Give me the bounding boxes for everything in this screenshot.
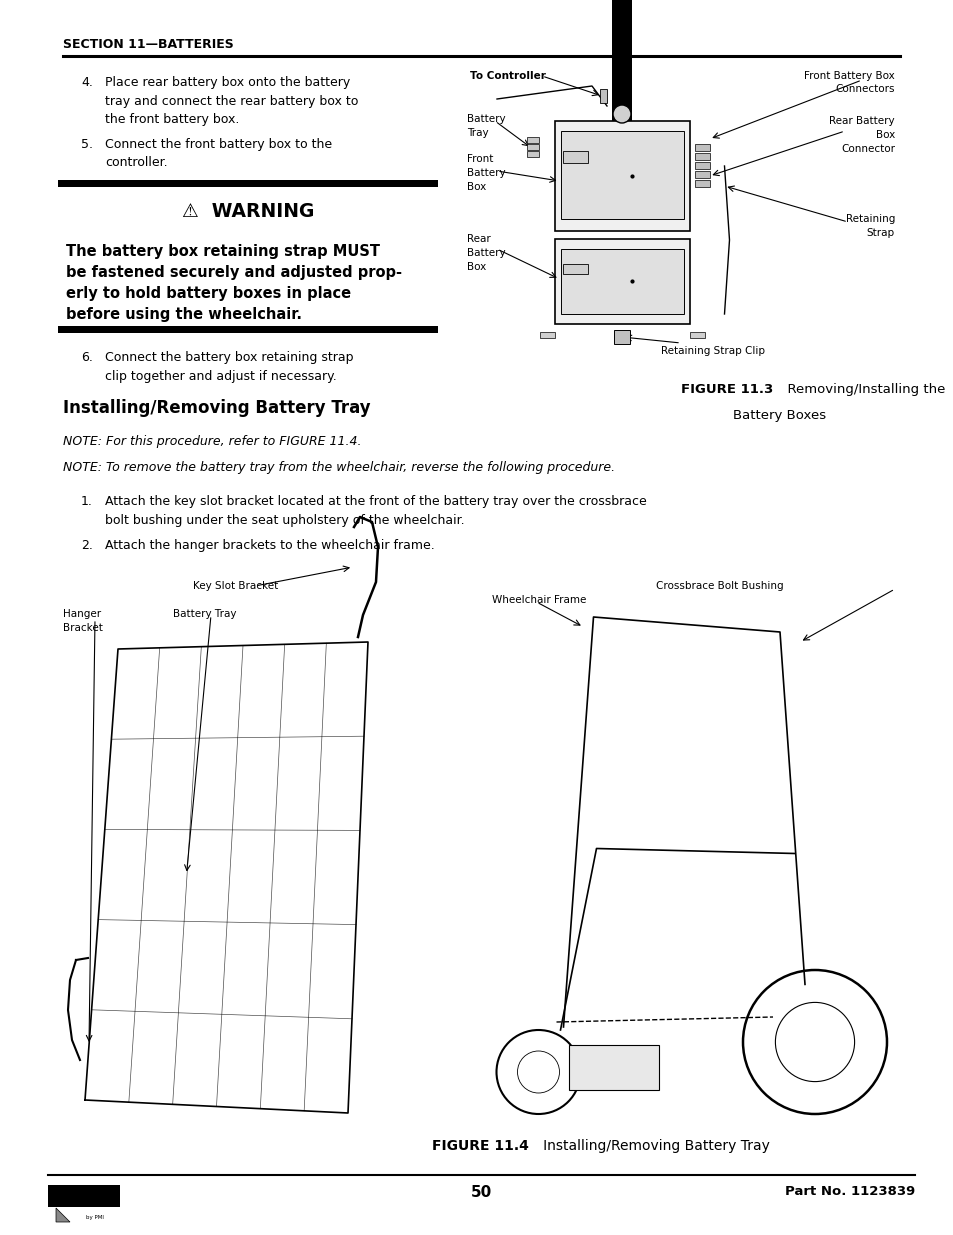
Text: Battery: Battery: [467, 248, 505, 258]
Text: Battery Tray: Battery Tray: [172, 609, 236, 619]
Text: Battery: Battery: [467, 114, 505, 124]
Text: 2.: 2.: [81, 538, 92, 552]
Text: Battery Boxes: Battery Boxes: [732, 409, 825, 422]
Bar: [694, 153, 709, 161]
Bar: [58, 180, 437, 186]
Text: Tray: Tray: [467, 128, 488, 138]
Text: Rear: Rear: [467, 233, 490, 245]
Bar: [554, 121, 689, 231]
Bar: [539, 332, 554, 338]
Text: 50: 50: [471, 1186, 492, 1200]
Text: Retaining: Retaining: [844, 214, 894, 224]
Text: Connectors: Connectors: [835, 84, 894, 94]
Circle shape: [613, 105, 630, 124]
Text: Strap: Strap: [866, 228, 894, 238]
Bar: [694, 170, 709, 178]
Bar: [526, 151, 537, 157]
Text: Place rear battery box onto the battery
tray and connect the rear battery box to: Place rear battery box onto the battery …: [105, 77, 358, 126]
Text: Box: Box: [875, 130, 894, 140]
Bar: [689, 332, 703, 338]
Bar: [560, 249, 682, 314]
Text: FIGURE 11.4: FIGURE 11.4: [431, 1139, 528, 1153]
Bar: [599, 89, 606, 103]
Text: Connect the front battery box to the
controller.: Connect the front battery box to the con…: [105, 138, 332, 169]
Text: Attach the hanger brackets to the wheelchair frame.: Attach the hanger brackets to the wheelc…: [105, 538, 435, 552]
Text: 6.: 6.: [81, 351, 92, 364]
Text: FIGURE 11.3: FIGURE 11.3: [680, 383, 773, 396]
Text: Hanger: Hanger: [63, 609, 101, 619]
Text: 5.: 5.: [81, 138, 92, 151]
Text: by PMI: by PMI: [86, 1215, 104, 1220]
Text: NOTE: For this procedure, refer to FIGURE 11.4.: NOTE: For this procedure, refer to FIGUR…: [63, 435, 361, 448]
Text: Retaining Strap Clip: Retaining Strap Clip: [660, 346, 764, 356]
Bar: [694, 162, 709, 169]
Bar: [694, 144, 709, 151]
Text: Removing/Installing the: Removing/Installing the: [779, 383, 944, 396]
Text: NOTE: To remove the battery tray from the wheelchair, reverse the following proc: NOTE: To remove the battery tray from th…: [63, 461, 615, 474]
Text: Attach the key slot bracket located at the front of the battery tray over the cr: Attach the key slot bracket located at t…: [105, 495, 646, 526]
Text: Box: Box: [467, 182, 486, 191]
Text: To Controller: To Controller: [470, 70, 545, 82]
Text: Installing/Removing Battery Tray: Installing/Removing Battery Tray: [529, 1139, 768, 1153]
Text: ⚠  WARNING: ⚠ WARNING: [182, 203, 314, 221]
Text: 1.: 1.: [81, 495, 92, 508]
Bar: [560, 131, 682, 219]
Bar: [694, 180, 709, 186]
Bar: [562, 151, 587, 163]
Text: Key Slot Bracket: Key Slot Bracket: [193, 580, 278, 592]
Bar: [614, 330, 629, 345]
Bar: [568, 1045, 658, 1091]
Bar: [562, 264, 587, 274]
Text: Bracket: Bracket: [63, 622, 103, 634]
Text: Part No. 1123839: Part No. 1123839: [784, 1186, 914, 1198]
Text: The battery box retaining strap MUST
be fastened securely and adjusted prop-
erl: The battery box retaining strap MUST be …: [66, 245, 401, 322]
Text: Front Battery Box: Front Battery Box: [803, 70, 894, 82]
Text: Crossbrace Bolt Bushing: Crossbrace Bolt Bushing: [656, 580, 783, 592]
Text: Battery: Battery: [467, 168, 505, 178]
Bar: [526, 144, 537, 149]
Text: SECTION 11—BATTERIES: SECTION 11—BATTERIES: [63, 38, 233, 51]
Bar: [612, 0, 631, 121]
Bar: [48, 1186, 120, 1207]
Text: PROBASICS: PROBASICS: [52, 1188, 94, 1194]
Text: 4.: 4.: [81, 77, 92, 89]
Text: Box: Box: [467, 262, 486, 272]
Bar: [554, 240, 689, 324]
Bar: [58, 326, 437, 332]
Text: Front: Front: [467, 154, 493, 164]
Bar: [526, 137, 537, 143]
Text: Connect the battery box retaining strap
clip together and adjust if necessary.: Connect the battery box retaining strap …: [105, 351, 354, 383]
Text: Rear Battery: Rear Battery: [828, 116, 894, 126]
Text: Installing/Removing Battery Tray: Installing/Removing Battery Tray: [63, 399, 370, 417]
Text: Connector: Connector: [841, 144, 894, 154]
Text: Wheelchair Frame: Wheelchair Frame: [491, 595, 585, 605]
Polygon shape: [56, 1208, 70, 1221]
